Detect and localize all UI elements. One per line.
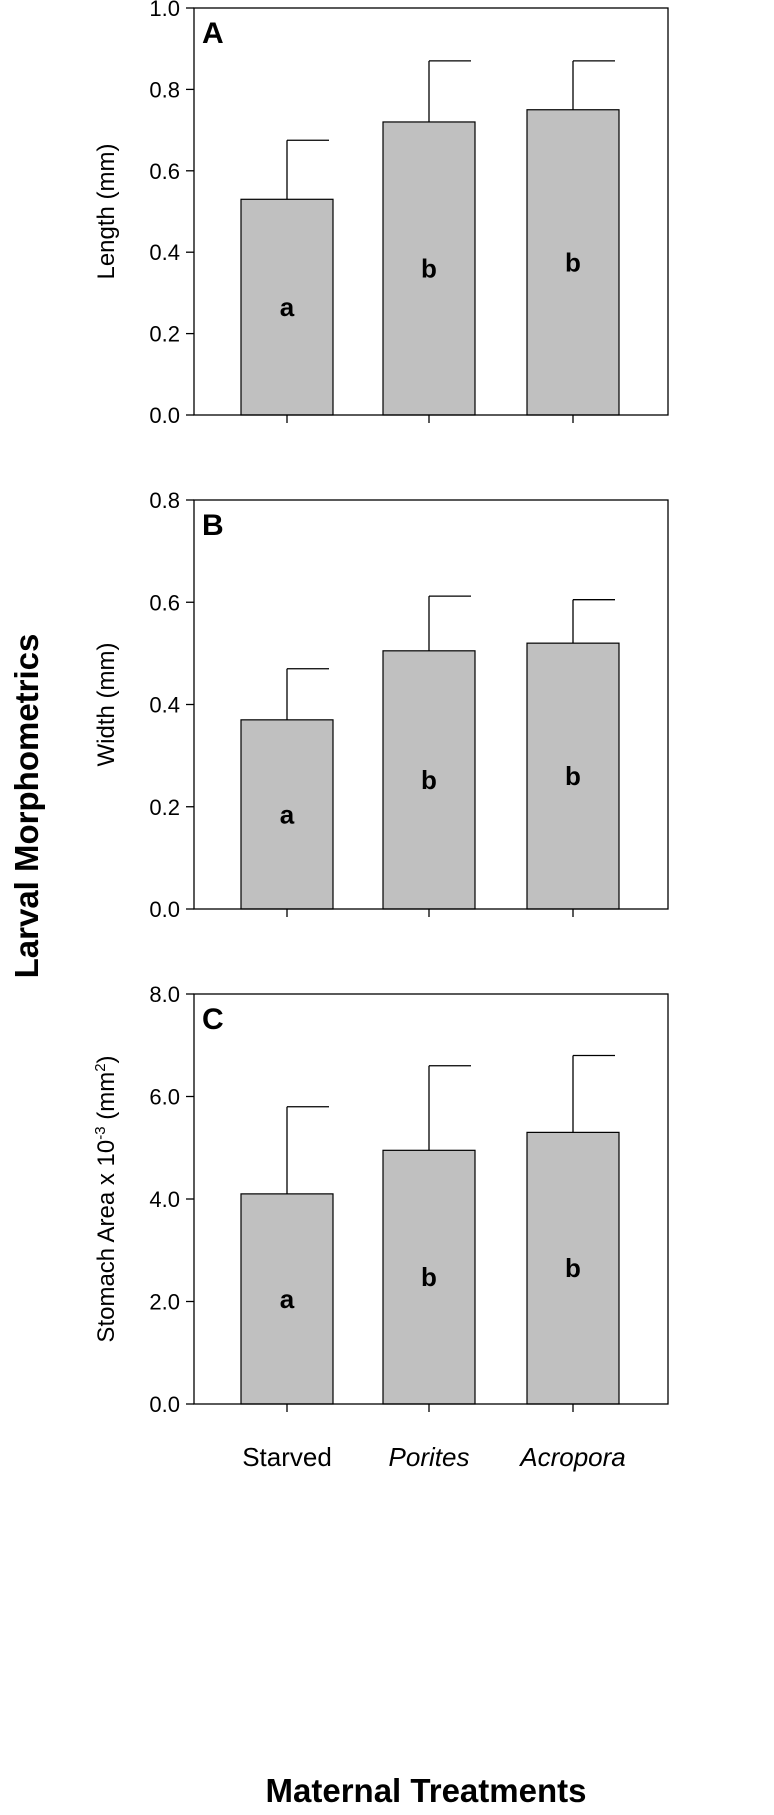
- y-tick-label: 0.6: [149, 590, 180, 615]
- panel-c: a b b 0.0 2.0 4.0 6.0 8.0 C Stomach Area x 10-3 (…: [92, 982, 669, 1417]
- significance-label: b: [421, 253, 437, 283]
- significance-label: b: [565, 247, 581, 277]
- plot-frame: [193, 7, 669, 416]
- panel-b: a b b 0.0 0.2 0.4 0.6 0.8 B Width (mm): [93, 488, 669, 922]
- x-category-label: Starved: [242, 1442, 332, 1472]
- y-tick-label: 0.8: [149, 488, 180, 513]
- panel-letter: C: [202, 1003, 224, 1036]
- significance-label: b: [421, 1262, 437, 1292]
- chart-panels: a b b 0.0 0.2 0.4 0.6 0.8 1.0 A Length (mm) a b b 0.0 0…: [92, 0, 669, 1417]
- bar: [240, 1193, 334, 1405]
- y-tick-label: 0.6: [149, 159, 180, 184]
- significance-label: a: [280, 1284, 295, 1314]
- y-axis-label: Length (mm): [93, 143, 120, 279]
- significance-label: a: [280, 799, 295, 829]
- y-axis-label: Width (mm): [93, 643, 120, 767]
- y-tick-label: 0.2: [149, 322, 180, 347]
- y-tick-label: 0.0: [149, 403, 180, 428]
- y-tick-label: 0.2: [149, 795, 180, 820]
- y-tick-label: 0.0: [149, 1392, 180, 1417]
- y-tick-label: 1.0: [149, 0, 180, 21]
- bar: [382, 650, 476, 910]
- y-tick-label: 0.0: [149, 897, 180, 922]
- bar: [526, 109, 620, 416]
- panel-a: a b b 0.0 0.2 0.4 0.6 0.8 1.0 A Length (mm): [93, 0, 669, 428]
- y-tick-label: 0.8: [149, 77, 180, 102]
- y-tick-label: 4.0: [149, 1187, 180, 1212]
- x-category-label: Porites: [389, 1442, 470, 1472]
- bar: [240, 719, 334, 910]
- x-category-label: Acropora: [518, 1442, 626, 1472]
- global-y-axis-label: Larval Morphometrics: [8, 634, 45, 979]
- y-tick-label: 8.0: [149, 982, 180, 1007]
- y-tick-label: 0.4: [149, 240, 180, 265]
- y-tick-label: 2.0: [149, 1290, 180, 1315]
- global-x-axis-label: Maternal Treatments: [266, 1772, 587, 1809]
- significance-label: a: [280, 292, 295, 322]
- significance-label: b: [421, 765, 437, 795]
- significance-label: b: [565, 761, 581, 791]
- bar: [526, 642, 620, 910]
- panel-letter: B: [202, 509, 224, 542]
- y-tick-label: 0.4: [149, 693, 180, 718]
- significance-label: b: [565, 1253, 581, 1283]
- bar: [240, 198, 334, 416]
- y-tick-label: 6.0: [149, 1085, 180, 1110]
- y-axis-label: Stomach Area x 10-3 (mm2): [92, 1055, 120, 1342]
- panel-letter: A: [202, 17, 224, 50]
